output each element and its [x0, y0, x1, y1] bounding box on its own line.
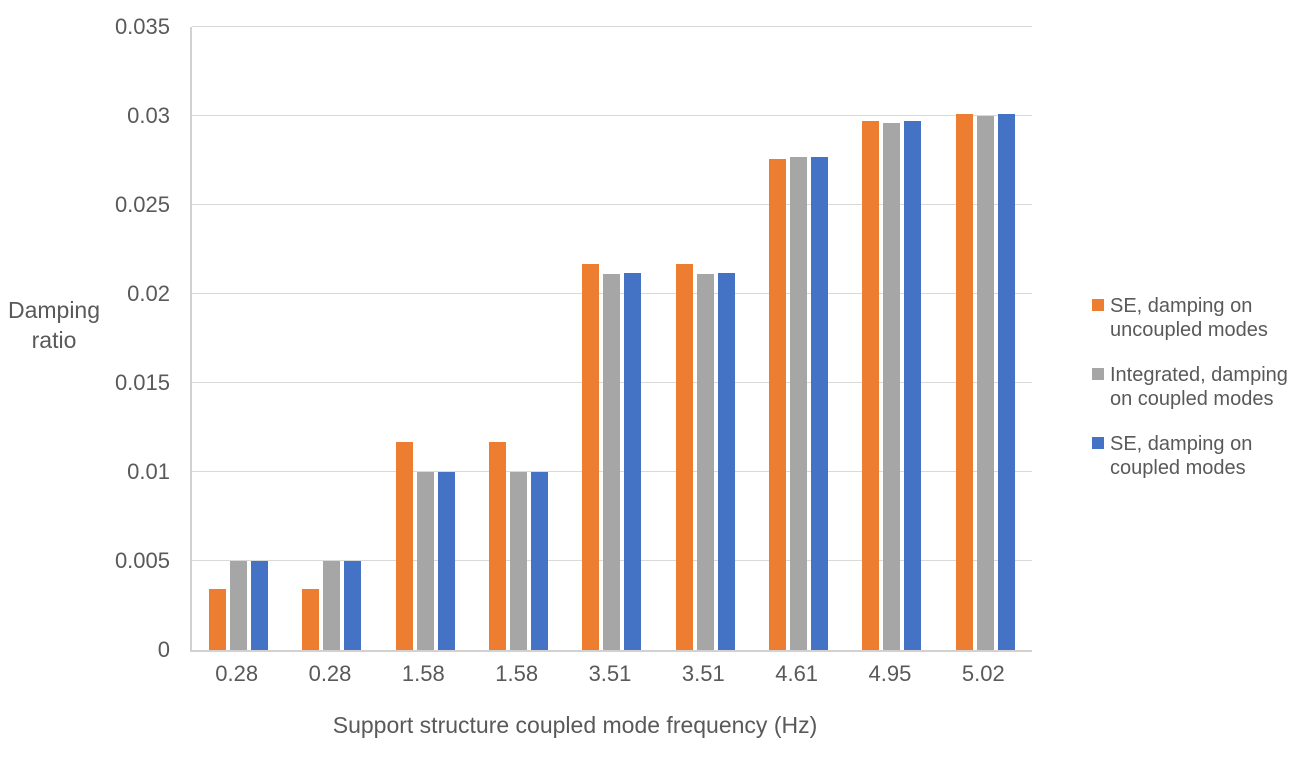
bar-group: [472, 27, 565, 650]
legend-label: Integrated, damping on coupled modes: [1110, 363, 1288, 411]
bar: [862, 121, 880, 650]
bar: [209, 589, 227, 650]
y-tick-label: 0.005: [114, 548, 170, 573]
bar: [302, 589, 320, 650]
y-axis-title-line1: Damping: [7, 297, 101, 323]
bar: [344, 561, 362, 650]
y-tick-label: 0.015: [114, 370, 170, 395]
bar: [416, 472, 434, 650]
bar: [437, 472, 455, 650]
y-tick-label: 0.035: [114, 14, 170, 39]
bar: [675, 263, 693, 650]
plot-area: [190, 26, 1032, 652]
bar: [582, 263, 600, 650]
x-tick-label: 3.51: [588, 661, 632, 686]
legend: SE, damping on uncoupled modes Integrate…: [1092, 294, 1288, 480]
bar-group: [565, 27, 658, 650]
bar: [904, 121, 922, 650]
legend-label-line2: on coupled modes: [1110, 388, 1274, 410]
x-tick-label: 3.51: [681, 661, 725, 686]
legend-swatch-gray-icon: [1092, 368, 1104, 380]
gridline: [192, 26, 1032, 27]
legend-label-line1: SE, damping on: [1110, 433, 1253, 455]
bar: [790, 156, 808, 650]
x-tick-labels: 0.28 0.28 1.58 1.58 3.51 3.51 4.61 4.95 5.02: [190, 662, 1030, 686]
legend-item-integrated-coupled: Integrated, damping on coupled modes: [1092, 363, 1288, 411]
bar: [717, 272, 735, 650]
bar: [769, 158, 787, 650]
x-tick-label: 1.58: [401, 661, 445, 686]
y-tick-label: 0: [157, 637, 170, 662]
legend-label-line2: uncoupled modes: [1110, 319, 1268, 341]
legend-label-line1: Integrated, damping: [1110, 364, 1288, 386]
y-axis-title: Damping ratio: [6, 295, 102, 355]
bar: [251, 561, 269, 650]
bar-group: [192, 27, 285, 650]
legend-swatch-orange-icon: [1092, 299, 1104, 311]
legend-swatch-blue-icon: [1092, 437, 1104, 449]
bar: [395, 441, 413, 650]
bar-group: [379, 27, 472, 650]
bar: [811, 156, 829, 650]
legend-label: SE, damping on coupled modes: [1110, 432, 1252, 480]
y-axis-title-line2: ratio: [31, 327, 77, 353]
legend-item-se-coupled: SE, damping on coupled modes: [1092, 432, 1288, 480]
legend-label-line2: coupled modes: [1110, 457, 1246, 479]
x-tick-label: 0.28: [308, 661, 352, 686]
y-tick-label: 0.03: [127, 103, 170, 128]
gridline: [192, 115, 1032, 116]
bar-group: [939, 27, 1032, 650]
y-tick-label: 0.01: [127, 459, 170, 484]
x-tick-label: 1.58: [495, 661, 539, 686]
bar: [531, 472, 549, 650]
bar: [976, 116, 994, 650]
bar: [323, 561, 341, 650]
x-tick-label: 4.61: [775, 661, 819, 686]
bar-group: [285, 27, 378, 650]
y-tick-labels: 0 0.005 0.01 0.015 0.02 0.025 0.03 0.035: [0, 16, 174, 661]
bar-group: [659, 27, 752, 650]
legend-item-se-uncoupled: SE, damping on uncoupled modes: [1092, 294, 1288, 342]
bar: [510, 472, 528, 650]
bar: [489, 441, 507, 650]
gridline: [192, 204, 1032, 205]
bar: [230, 561, 248, 650]
bar: [997, 114, 1015, 650]
bar: [603, 274, 621, 650]
x-tick-label: 5.02: [961, 661, 1005, 686]
bar-groups: [192, 27, 1032, 650]
y-tick-label: 0.02: [127, 281, 170, 306]
x-tick-label: 0.28: [215, 661, 259, 686]
x-tick-label: 4.95: [868, 661, 912, 686]
bar: [624, 272, 642, 650]
bar-group: [845, 27, 938, 650]
bar: [883, 123, 901, 650]
y-tick-label: 0.025: [114, 192, 170, 217]
bar: [955, 114, 973, 650]
legend-label-line1: SE, damping on: [1110, 295, 1253, 317]
x-axis-title: Support structure coupled mode frequency…: [332, 712, 818, 738]
legend-label: SE, damping on uncoupled modes: [1110, 294, 1268, 342]
bar: [696, 274, 714, 650]
bar-group: [752, 27, 845, 650]
